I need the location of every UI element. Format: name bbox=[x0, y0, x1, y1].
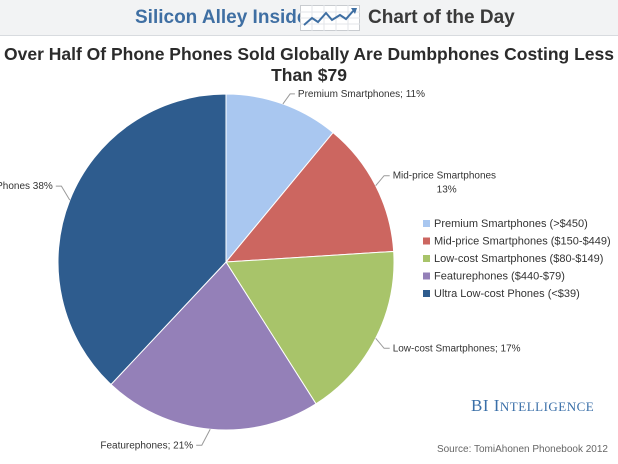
legend-swatch-ultra-low-cost-phones bbox=[423, 290, 430, 297]
chart-title: Over Half Of Phone Phones Sold Globally … bbox=[4, 44, 614, 85]
legend-label-ultra-low-cost-phones: Ultra Low-cost Phones (<$39) bbox=[434, 288, 580, 300]
slice-label-low-cost-smartphones: Low-cost Smartphones; 17% bbox=[393, 343, 521, 354]
pie-slice-featurephones bbox=[110, 261, 317, 431]
leader-line-ultra-low-cost-phones bbox=[55, 185, 71, 201]
trend-chart-icon bbox=[300, 5, 360, 31]
legend-label-premium-smartphones: Premium Smartphones (>$450) bbox=[434, 218, 588, 230]
legend-label-low-cost-smartphones: Low-cost Smartphones ($80-$149) bbox=[434, 253, 603, 265]
bi-intelligence-logo: BI INTELLIGENCE bbox=[471, 396, 595, 415]
slice-label-mid-price-smartphones: Mid-price Smartphones bbox=[393, 171, 496, 182]
pie-slice-mid-price-smartphones bbox=[224, 131, 395, 263]
leader-line-featurephones bbox=[196, 429, 211, 446]
slice-label-premium-smartphones: Premium Smartphones; 11% bbox=[298, 89, 425, 100]
legend-swatch-low-cost-smartphones bbox=[423, 255, 430, 262]
slice-label-ultra-low-cost-phones: Ultra Low-cost Phones 38% bbox=[0, 181, 53, 192]
legend-swatch-premium-smartphones bbox=[423, 220, 430, 227]
section-title: Chart of the Day bbox=[368, 7, 515, 28]
slice-label-mid-price-smartphones-value: 13% bbox=[437, 185, 457, 196]
leader-line-mid-price-smartphones bbox=[375, 175, 390, 187]
pie-slice-low-cost-smartphones bbox=[225, 250, 395, 405]
legend-swatch-mid-price-smartphones bbox=[423, 237, 430, 245]
site-brand[interactable]: Silicon Alley Insider bbox=[135, 7, 315, 28]
legend-swatch-featurephones bbox=[423, 272, 430, 280]
leader-line-premium-smartphones bbox=[282, 93, 295, 105]
source-note: Source: TomiAhonen Phonebook 2012 bbox=[436, 444, 608, 455]
slice-label-featurephones: Featurephones; 21% bbox=[100, 440, 193, 451]
leader-line-low-cost-smartphones bbox=[375, 337, 390, 349]
pie-slice-premium-smartphones bbox=[225, 93, 334, 264]
legend-label-mid-price-smartphones: Mid-price Smartphones ($150-$449) bbox=[434, 236, 611, 248]
legend-label-featurephones: Featurephones ($440-$79) bbox=[434, 271, 565, 283]
